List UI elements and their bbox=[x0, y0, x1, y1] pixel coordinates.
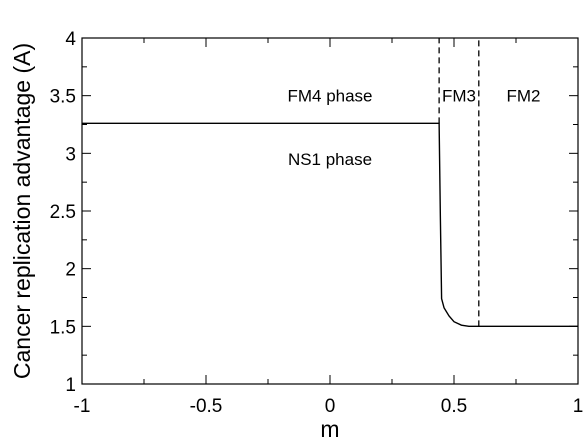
x-tick-label: 1 bbox=[573, 396, 584, 417]
x-axis-title: m bbox=[320, 416, 339, 441]
y-tick-label: 3.5 bbox=[50, 87, 76, 108]
phase-label: FM3 bbox=[442, 87, 476, 106]
vlines-layer bbox=[438, 38, 480, 327]
tick-labels: -1 -0.5 0 0.5 1 1 1.5 2 2.5 3 3.5 4 bbox=[50, 29, 584, 417]
y-tick-label: 2 bbox=[65, 260, 76, 281]
series-line bbox=[82, 122, 578, 328]
phase-label: NS1 phase bbox=[288, 150, 372, 169]
y-axis-title: Cancer replication advantage (A) bbox=[9, 43, 35, 379]
y-tick-label: 1.5 bbox=[50, 317, 76, 338]
y-tick-label: 2.5 bbox=[50, 202, 76, 223]
annotations-layer: FM4 phase NS1 phase FM3 FM2 bbox=[287, 87, 540, 169]
phase-label: FM2 bbox=[506, 87, 540, 106]
phase-label: FM4 phase bbox=[287, 87, 372, 106]
y-tick-label: 3 bbox=[65, 144, 76, 165]
x-tick-label: -1 bbox=[74, 396, 91, 417]
series-layer bbox=[82, 122, 578, 328]
x-tick-label: 0.5 bbox=[441, 396, 467, 417]
x-tick-label: -0.5 bbox=[190, 396, 223, 417]
x-tick-label: 0 bbox=[325, 396, 336, 417]
y-tick-label: 4 bbox=[65, 29, 76, 50]
y-tick-label: 1 bbox=[65, 375, 76, 396]
